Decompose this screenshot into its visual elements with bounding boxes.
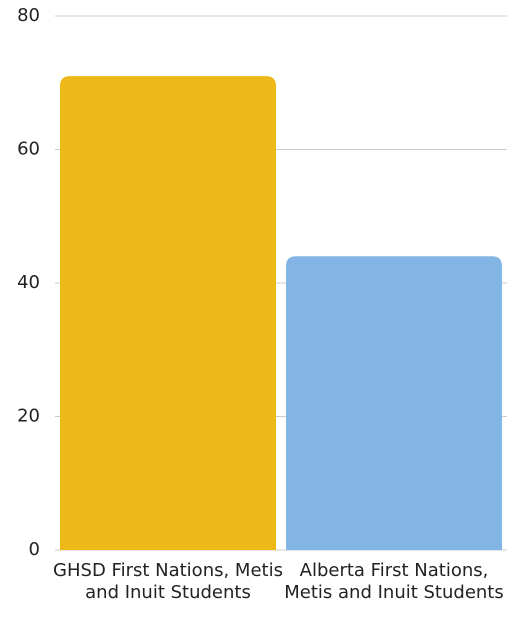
y-tick-label: 60	[17, 139, 40, 160]
bar	[60, 76, 276, 550]
y-tick-label: 0	[29, 539, 40, 560]
x-tick-label: Alberta First Nations, Metis and Inuit S…	[284, 560, 504, 603]
y-tick-label: 20	[17, 406, 40, 427]
x-tick-label: GHSD First Nations, Metis and Inuit Stud…	[53, 560, 283, 603]
bar	[286, 256, 502, 550]
y-tick-label: 80	[17, 5, 40, 26]
y-tick-label: 40	[17, 272, 40, 293]
